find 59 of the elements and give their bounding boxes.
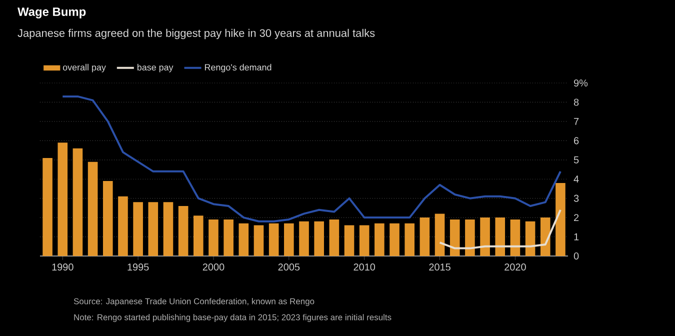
bar	[390, 223, 400, 256]
bar	[254, 225, 264, 256]
bar	[299, 221, 309, 256]
bar	[118, 196, 128, 256]
x-tick-label: 1990	[52, 264, 74, 271]
y-tick-label: 6	[574, 137, 579, 144]
bar	[450, 219, 460, 256]
bar	[268, 223, 279, 256]
y-tick-label: 9%	[574, 79, 588, 87]
text: Note: Rengo started publishing base-pay data in 2015; 2023 figures are initial results	[74, 314, 392, 322]
legend-label: base pay	[137, 64, 174, 72]
bar	[208, 219, 218, 256]
x-tick-label: 1995	[128, 264, 149, 271]
bar	[540, 218, 550, 256]
bar	[58, 142, 68, 256]
x-tick-label: 2005	[278, 264, 300, 271]
bar	[88, 162, 98, 256]
bar	[420, 218, 430, 256]
bar	[178, 206, 188, 256]
bar	[133, 202, 143, 256]
bar	[238, 223, 249, 256]
y-tick-label: 5	[574, 156, 579, 164]
bar	[465, 219, 475, 256]
x-tick-label: 2010	[354, 264, 376, 271]
bar	[163, 202, 174, 256]
bar	[556, 182, 566, 256]
bar	[329, 219, 340, 256]
bar	[344, 225, 354, 256]
bar	[284, 223, 294, 256]
y-tick-label: 4	[574, 176, 579, 183]
y-tick-label: 1	[574, 233, 579, 240]
bar	[480, 218, 490, 256]
y-tick-label: 2	[574, 214, 579, 222]
y-tick-label: 3	[574, 194, 579, 202]
legend-label: Rengo's demand	[204, 64, 272, 72]
bar	[314, 221, 324, 256]
bar	[374, 223, 384, 256]
bar	[434, 214, 445, 256]
bar	[72, 148, 83, 256]
bar	[404, 223, 415, 256]
y-tick-label: 0	[574, 252, 579, 260]
legend-label: overall pay	[62, 64, 106, 72]
bar	[224, 219, 234, 256]
bar	[510, 219, 520, 256]
y-tick-label: 7	[574, 118, 579, 125]
x-tick-label: 2020	[504, 264, 526, 271]
y-tick-label: 8	[574, 98, 579, 106]
bar	[525, 221, 536, 256]
bar	[359, 225, 370, 256]
x-tick-label: 2015	[429, 264, 450, 271]
bar	[42, 158, 52, 256]
bar	[148, 202, 158, 256]
source-note: Source: Japanese Trade Union Confederation, known as Rengo	[74, 298, 314, 306]
bar	[102, 181, 113, 256]
chart-subtitle: Japanese firms agreed on the biggest pay hike in 30 years at annual talks	[18, 28, 375, 40]
bar	[495, 218, 506, 256]
chart-title: Wage Bump	[18, 8, 86, 18]
x-tick-label: 2000	[202, 264, 224, 271]
bar	[194, 216, 204, 256]
